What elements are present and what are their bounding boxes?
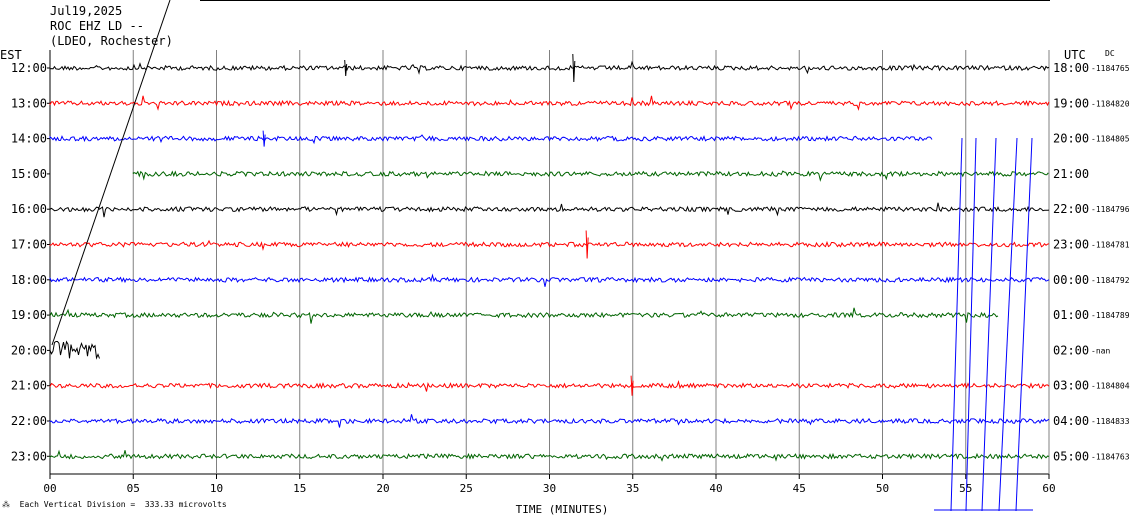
x-tick-label-55: 55 xyxy=(959,482,972,495)
x-axis-title: TIME (MINUTES) xyxy=(515,503,609,516)
x-tick-label-40: 40 xyxy=(709,482,722,495)
utc-label-20:00: 20:00 xyxy=(1053,132,1089,146)
utc-label-04:00: 04:00 xyxy=(1053,414,1089,428)
est-label-20:00: 20:00 xyxy=(11,343,47,357)
event-spike-1 xyxy=(344,59,348,77)
trace-20:00 xyxy=(49,340,100,360)
est-axis-label: EST xyxy=(0,48,22,62)
blue-artifact-line-4 xyxy=(1015,137,1033,512)
dc-value-02:00: -nan xyxy=(1091,346,1110,355)
blue-artifact-line-2 xyxy=(981,137,997,512)
est-label-22:00: 22:00 xyxy=(11,414,47,428)
header-date: Jul19,2025 xyxy=(50,4,123,18)
x-tick-label-60: 60 xyxy=(1042,482,1055,495)
trace-17:00 xyxy=(49,239,1050,251)
utc-label-00:00: 00:00 xyxy=(1053,273,1089,287)
trace-21:00 xyxy=(49,380,1050,392)
trace-16:00 xyxy=(49,202,1050,218)
event-spike-4 xyxy=(262,130,266,147)
dc-value-18:00: -1184765 xyxy=(1091,64,1130,73)
trace-22:00 xyxy=(49,414,1050,428)
est-label-14:00: 14:00 xyxy=(11,132,47,146)
x-tick-label-10: 10 xyxy=(210,482,223,495)
trace-23:00 xyxy=(49,449,1050,462)
utc-label-03:00: 03:00 xyxy=(1053,379,1089,393)
est-label-17:00: 17:00 xyxy=(11,238,47,252)
est-label-13:00: 13:00 xyxy=(11,96,47,110)
trace-13:00 xyxy=(49,95,1050,111)
est-label-21:00: 21:00 xyxy=(11,379,47,393)
x-tick-label-00: 00 xyxy=(43,482,56,495)
x-tick-label-35: 35 xyxy=(626,482,639,495)
utc-axis-label: UTC xyxy=(1064,48,1086,62)
event-spike-3 xyxy=(630,375,634,396)
blue-artifact-line-1 xyxy=(965,137,977,512)
dc-value-23:00: -1184781 xyxy=(1091,241,1130,250)
header-station: ROC EHZ LD -- xyxy=(50,19,144,33)
blue-artifact-line-0 xyxy=(950,137,963,512)
trace-19:00 xyxy=(49,307,999,324)
est-label-15:00: 15:00 xyxy=(11,167,47,181)
footer-note: ⁂ Each Vertical Division = 333.33 microv… xyxy=(2,500,227,509)
est-label-18:00: 18:00 xyxy=(11,273,47,287)
dc-value-05:00: -1184763 xyxy=(1091,452,1130,461)
est-label-16:00: 16:00 xyxy=(11,202,47,216)
trace-15:00 xyxy=(132,170,1049,182)
footer-text: Each Vertical Division = 333.33 microvol… xyxy=(19,500,227,509)
x-tick-label-30: 30 xyxy=(543,482,556,495)
x-tick-label-50: 50 xyxy=(876,482,889,495)
utc-label-21:00: 21:00 xyxy=(1053,167,1089,181)
dc-value-03:00: -1184804 xyxy=(1091,382,1130,391)
event-spike-2 xyxy=(585,230,589,259)
dc-value-01:00: -1184789 xyxy=(1091,311,1130,320)
x-tick-label-20: 20 xyxy=(376,482,389,495)
event-spike-0 xyxy=(572,53,576,83)
utc-label-01:00: 01:00 xyxy=(1053,308,1089,322)
trace-14:00 xyxy=(49,134,933,145)
utc-label-05:00: 05:00 xyxy=(1053,449,1089,463)
utc-label-19:00: 19:00 xyxy=(1053,96,1089,110)
trace-12:00 xyxy=(49,60,1050,75)
est-label-12:00: 12:00 xyxy=(11,61,47,75)
utc-label-02:00: 02:00 xyxy=(1053,343,1089,357)
utc-label-18:00: 18:00 xyxy=(1053,61,1089,75)
utc-label-23:00: 23:00 xyxy=(1053,238,1089,252)
x-tick-label-45: 45 xyxy=(793,482,806,495)
diagonal-connector-line xyxy=(51,0,171,346)
dc-value-20:00: -1184805 xyxy=(1091,135,1130,144)
dc-label: DC xyxy=(1105,49,1115,58)
dc-value-04:00: -1184833 xyxy=(1091,417,1130,426)
x-tick-label-05: 05 xyxy=(127,482,140,495)
dc-value-00:00: -1184792 xyxy=(1091,276,1130,285)
est-label-23:00: 23:00 xyxy=(11,449,47,463)
blue-artifact-line-3 xyxy=(998,137,1018,512)
x-tick-label-25: 25 xyxy=(460,482,473,495)
x-axis-title-wrap: TIME (MINUTES) xyxy=(0,503,1130,516)
est-label-19:00: 19:00 xyxy=(11,308,47,322)
trace-18:00 xyxy=(49,273,1050,287)
utc-label-22:00: 22:00 xyxy=(1053,202,1089,216)
dc-value-22:00: -1184796 xyxy=(1091,205,1130,214)
x-tick-label-15: 15 xyxy=(293,482,306,495)
dc-value-19:00: -1184820 xyxy=(1091,99,1130,108)
